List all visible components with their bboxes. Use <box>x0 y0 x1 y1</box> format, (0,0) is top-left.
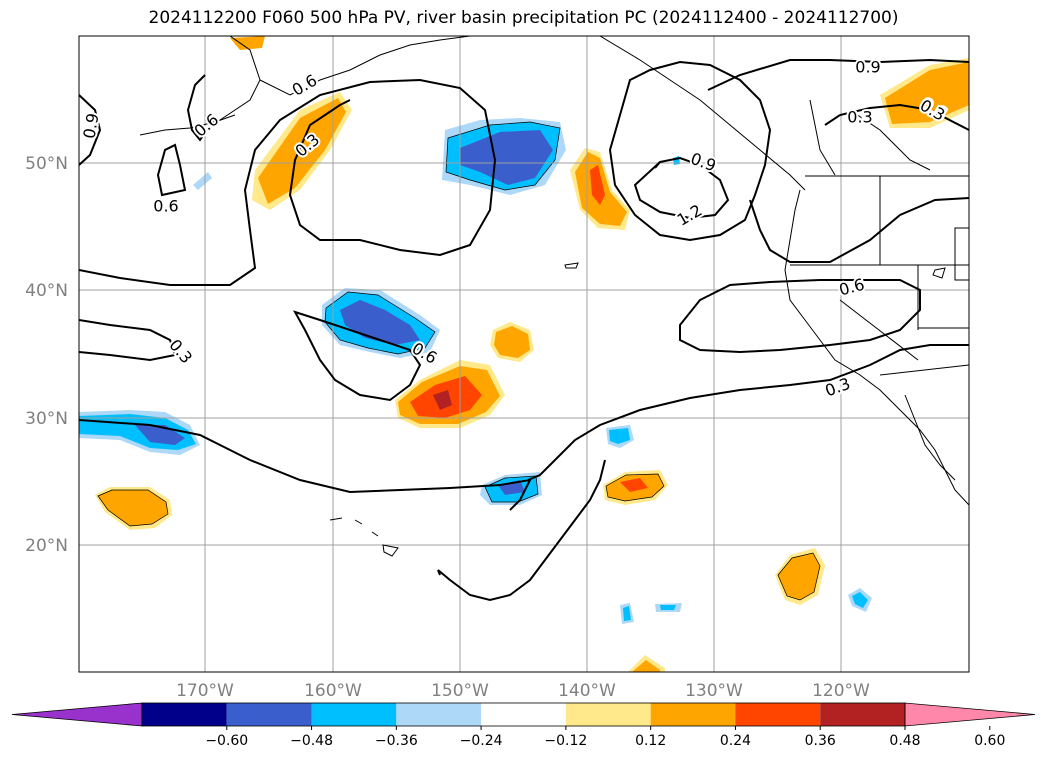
colorbar-tick-label: 0.48 <box>889 733 920 749</box>
precip-blob-positive <box>632 660 660 672</box>
colorbar-box <box>650 703 736 726</box>
precip-blob-negative <box>609 428 630 444</box>
pv-contour <box>654 161 661 169</box>
colorbar-box <box>481 703 566 726</box>
precip-blob-positive <box>258 98 346 204</box>
lon-labels: 170°W 160°W 150°W 140°W 130°W 120°W <box>176 681 870 701</box>
coastline-alaska <box>204 36 471 133</box>
precip-blob-positive <box>620 478 648 492</box>
colorbar-box <box>565 703 651 726</box>
border-mexico <box>879 364 969 376</box>
precip-blob-negative <box>852 592 868 608</box>
precip-shading <box>79 36 969 672</box>
graticule <box>79 36 969 672</box>
pv-contour <box>679 279 921 354</box>
pv-contour <box>292 310 422 402</box>
lon-label: 160°W <box>304 681 362 701</box>
pv-contour <box>608 60 772 242</box>
precip-blob-positive <box>590 165 605 205</box>
colorbar-box <box>820 703 905 726</box>
colorbar-tick-label: 0.24 <box>720 733 751 749</box>
precip-blob-positive <box>778 553 820 600</box>
lon-label: 130°W <box>685 681 743 701</box>
precip-blob-negative <box>460 130 553 185</box>
coastlines <box>139 36 969 557</box>
map-title: 2024112200 F060 500 hPa PV, river basin … <box>148 8 899 28</box>
colorbar-box <box>226 703 312 726</box>
contour-label: 1.2 <box>674 201 706 230</box>
colorbar-extend-high <box>904 702 1036 727</box>
lat-label: 40°N <box>25 281 68 301</box>
pv-contour <box>437 569 441 576</box>
precip-blob-negative <box>623 606 631 621</box>
pv-contour <box>527 344 969 481</box>
pv-contour <box>749 197 969 263</box>
contour-label: 0.3 <box>822 374 852 401</box>
map-plot-area: 0.90.60.60.60.30.3 0.60.30.90.30.60.91.20… <box>79 36 969 672</box>
pv-contour <box>633 156 730 220</box>
contour-label: 0.9 <box>855 58 880 77</box>
plot-frame <box>78 35 970 673</box>
hawaii-islands <box>329 517 399 557</box>
colorbar-frame <box>141 702 906 727</box>
colorbar-tick-label: 0.36 <box>805 733 836 749</box>
contour-label: 0.9 <box>79 112 102 140</box>
colorbar-box <box>142 703 227 726</box>
pv-contour <box>437 459 606 602</box>
precip-blob-positive <box>230 36 265 50</box>
precip-blob-negative <box>660 605 676 610</box>
lon-label: 150°W <box>431 681 489 701</box>
lat-label: 20°N <box>25 536 68 556</box>
colorbar-tick-label: −0.24 <box>460 733 503 749</box>
colorbar-tick-label: 0.60 <box>974 733 1005 749</box>
lon-label: 140°W <box>558 681 616 701</box>
precip-blob-positive <box>885 62 969 124</box>
border-states <box>790 176 969 361</box>
colorbar: −0.60 −0.48 −0.36 −0.24 −0.12 0.12 0.24 0.36 0.4… <box>11 702 1036 749</box>
lon-label: 170°W <box>176 681 234 701</box>
coastline-baja <box>904 394 956 481</box>
colorbar-box <box>735 703 821 726</box>
pv-contours <box>79 58 969 602</box>
colorbar-tick-label: 0.12 <box>635 733 666 749</box>
pv-contour <box>186 74 216 142</box>
contour-label: 0.6 <box>289 71 321 100</box>
pv-contour <box>707 58 969 91</box>
pv-contour <box>824 103 969 131</box>
lat-labels: 50°N 40°N 30°N 20°N <box>25 154 68 556</box>
coastline-bc <box>599 36 806 191</box>
colorbar-tick-label: −0.60 <box>205 733 248 749</box>
colorbar-tick-label: −0.48 <box>290 733 333 749</box>
pv-contour <box>79 319 177 362</box>
lon-label: 120°W <box>812 681 870 701</box>
colorbar-tick-label: −0.12 <box>544 733 587 749</box>
contour-label: 0.6 <box>191 110 223 141</box>
lat-label: 50°N <box>25 154 68 174</box>
precip-blob-positive <box>433 390 452 410</box>
colorbar-tick-label: −0.36 <box>375 733 418 749</box>
precip-blob-positive <box>494 326 530 358</box>
coastline-inner <box>809 99 931 176</box>
contour-label: 0.6 <box>153 197 178 216</box>
pv-contour <box>156 143 187 197</box>
colorbar-extend-low <box>11 702 143 727</box>
coastline-aleutians <box>139 114 236 136</box>
precip-outlines <box>97 121 821 601</box>
colorbar-box <box>311 703 397 726</box>
colorbar-box <box>396 703 482 726</box>
coastline-west-coast <box>784 189 969 506</box>
contour-label: 0.3 <box>847 108 872 127</box>
precip-blob-positive <box>98 490 168 526</box>
pv-contour <box>79 94 102 166</box>
pv-contour <box>79 419 532 511</box>
lat-label: 30°N <box>25 409 68 429</box>
pv-contour <box>79 78 497 286</box>
precip-blob-negative <box>193 172 212 190</box>
